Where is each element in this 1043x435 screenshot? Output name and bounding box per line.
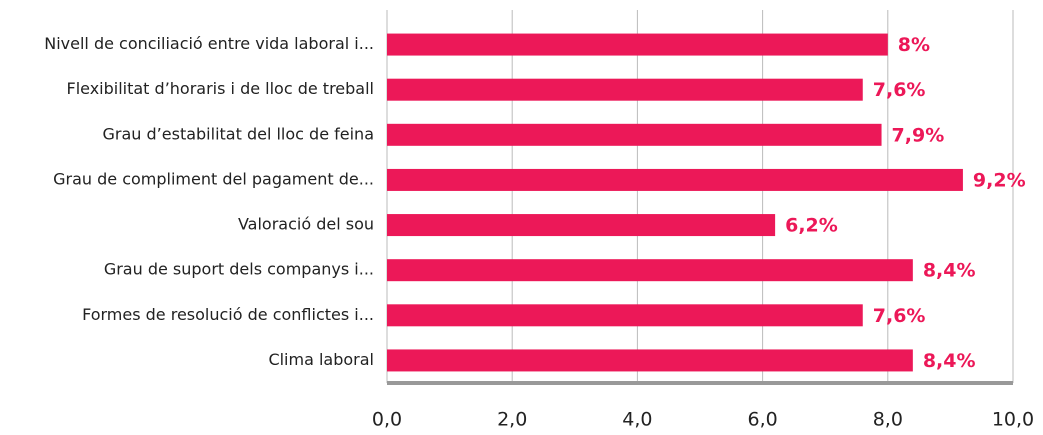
y-tick-label: Nivell de conciliació entre vida laboral… [44,34,374,53]
x-tick-label: 2,0 [497,409,527,431]
y-tick-label: Grau de suport dels companys i... [104,260,374,279]
y-tick-label: Grau de compliment del pagament de... [53,169,374,188]
x-tick-label: 0,0 [372,409,402,431]
bar [387,349,913,372]
y-tick-label: Flexibilitat d’horaris i de lloc de treb… [66,79,374,98]
x-tick-label: 10,0 [992,409,1034,431]
x-tick-label: 4,0 [622,409,652,431]
bar [387,259,913,282]
bar [387,214,776,237]
value-label: 7,9% [892,124,945,146]
bar [387,123,882,146]
value-label: 6,2% [785,215,838,237]
x-tick-label: 8,0 [873,409,903,431]
bar [387,78,863,101]
x-tick-label: 6,0 [747,409,777,431]
bar [387,304,863,327]
y-tick-label: Formes de resolució de conflictes i... [82,305,374,324]
value-label: 8,4% [923,260,976,282]
y-tick-label: Grau d’estabilitat del lloc de feina [103,124,374,143]
bar [387,33,888,56]
value-label: 8% [898,34,930,56]
value-label: 7,6% [873,305,926,327]
bar [387,168,963,191]
y-tick-label: Clima laboral [268,350,374,369]
value-label: 9,2% [973,169,1026,191]
value-label: 8,4% [923,350,976,372]
y-tick-label: Valoració del sou [238,215,374,234]
value-label: 7,6% [873,79,926,101]
